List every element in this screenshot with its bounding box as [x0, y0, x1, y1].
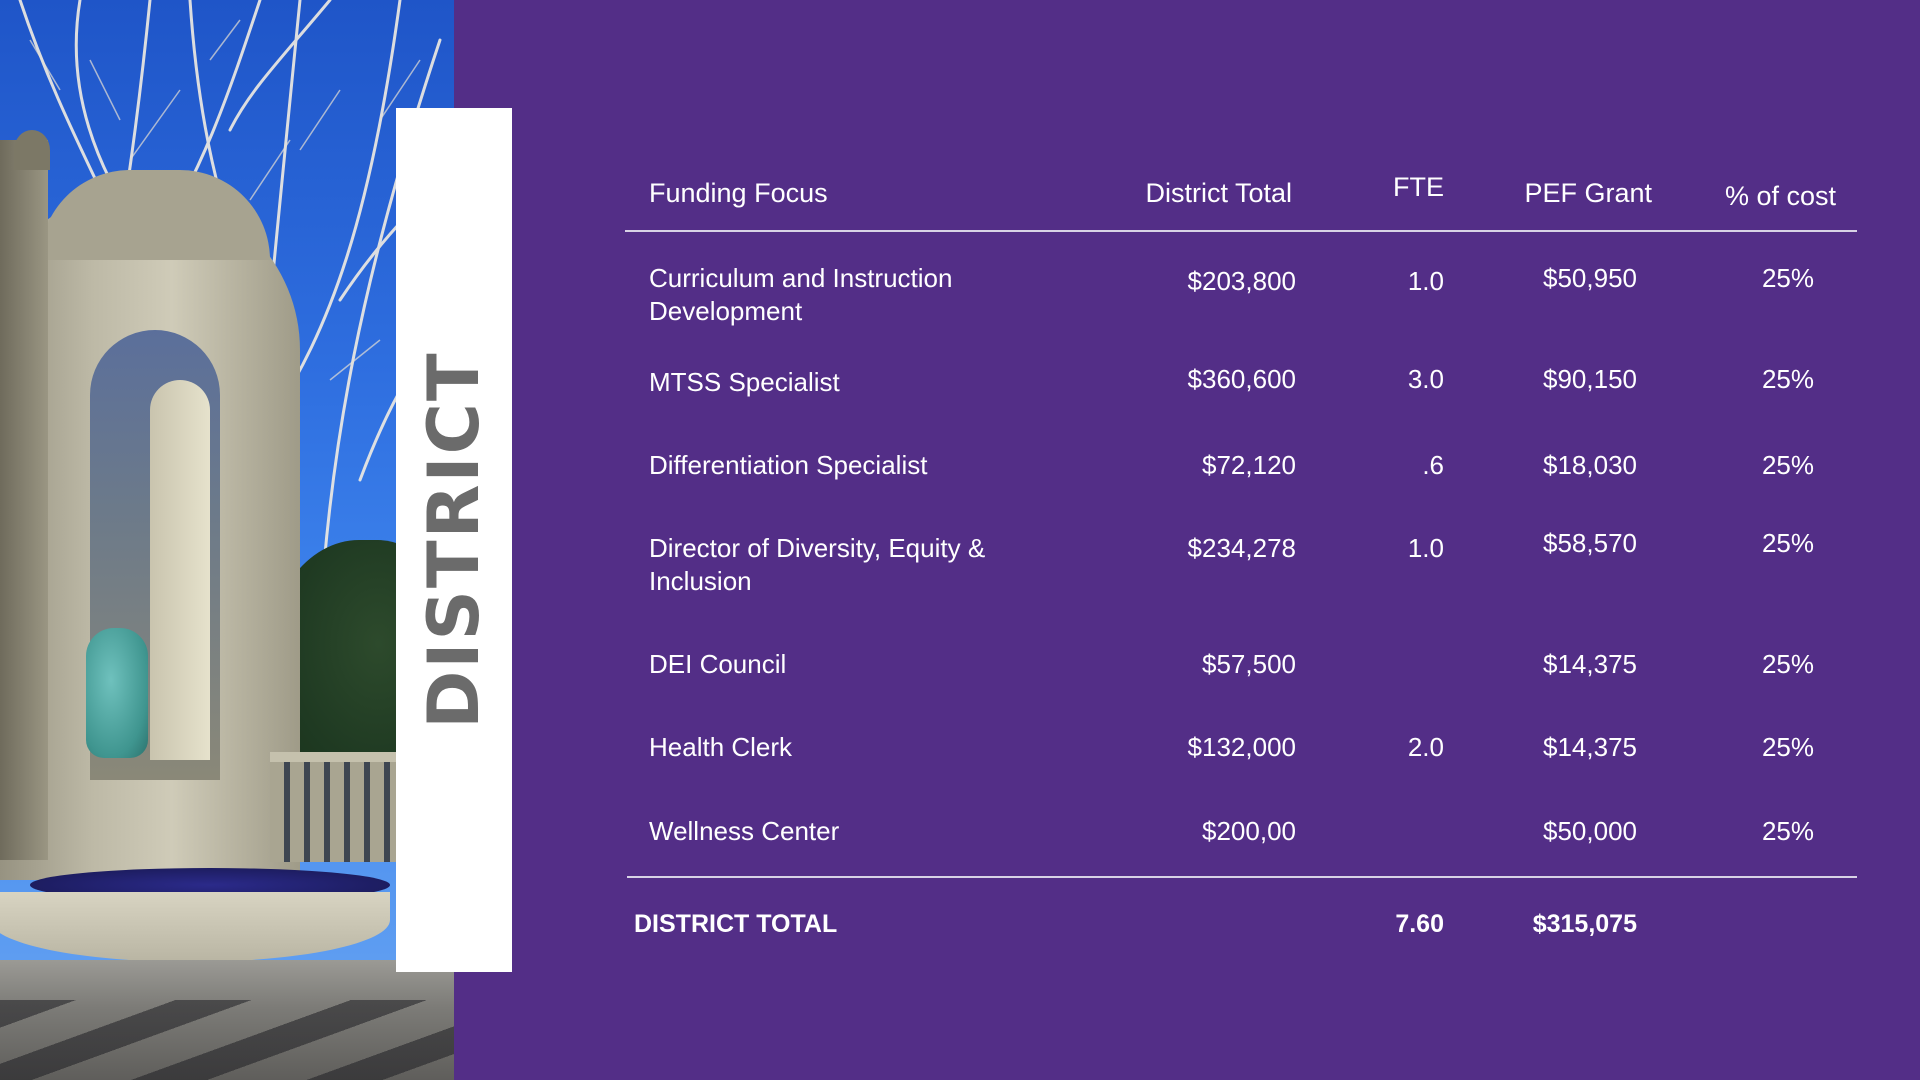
table-row-fte: .6	[1422, 450, 1444, 480]
table-row-pef-grant: $18,030	[1543, 450, 1637, 480]
stone-column	[0, 140, 48, 860]
fountain-arch-photo	[0, 0, 454, 1080]
table-row-district-total: $234,278	[1187, 533, 1296, 563]
district-label-panel: DISTRICT	[396, 108, 512, 972]
header-fte: FTE	[1393, 172, 1444, 202]
table-row-focus: Director of Diversity, Equity & Inclusio…	[649, 533, 986, 596]
header-pef-grant: PEF Grant	[1524, 178, 1652, 208]
table-row-pct-cost: 25%	[1761, 263, 1814, 293]
header-pct-cost: % of cost	[1724, 181, 1836, 211]
district-total-label: DISTRICT TOTAL	[634, 910, 838, 938]
table-row-district-total: $72,120	[1202, 450, 1296, 480]
table-row-focus: Wellness Center	[649, 816, 840, 846]
table-row-pct-cost: 25%	[1761, 649, 1814, 679]
table-row-fte: 1.0	[1407, 266, 1444, 296]
table-row-pct-cost: 25%	[1761, 450, 1814, 480]
table-row-fte: 3.0	[1407, 364, 1444, 394]
table-row-focus: MTSS Specialist	[649, 367, 840, 397]
table-row-pef-grant: $50,950	[1543, 263, 1637, 293]
table-row-district-total: $200,00	[1202, 816, 1296, 846]
table-row-pef-grant: $58,570	[1543, 528, 1637, 558]
table-row-pct-cost: 25%	[1761, 732, 1814, 762]
fountain-basin	[0, 892, 390, 962]
table-row-pct-cost: 25%	[1761, 816, 1814, 846]
table-row-pct-cost: 25%	[1761, 364, 1814, 394]
table-row-fte: 2.0	[1407, 732, 1444, 762]
table-row-pef-grant: $50,000	[1543, 816, 1637, 846]
table-row-fte: 1.0	[1407, 533, 1444, 563]
column-finial	[14, 130, 50, 170]
header-divider	[625, 230, 1857, 232]
table-row-district-total: $203,800	[1187, 266, 1296, 296]
table-row-district-total: $132,000	[1187, 732, 1296, 762]
table-row-district-total: $360,600	[1187, 364, 1296, 394]
table-row-pef-grant: $14,375	[1543, 732, 1637, 762]
tree-shadows	[0, 1000, 454, 1080]
table-row-focus: DEI Council	[649, 649, 787, 679]
table-row-pef-grant: $14,375	[1543, 649, 1637, 679]
table-row-focus: Differentiation Specialist	[649, 450, 928, 480]
arch-inner-panel	[150, 380, 210, 760]
table-row-district-total: $57,500	[1202, 649, 1296, 679]
table-row-pct-cost: 25%	[1761, 528, 1814, 558]
district-label-text: DISTRICT	[413, 351, 495, 729]
district-total-pef-grant: $315,075	[1532, 910, 1637, 938]
district-total-fte: 7.60	[1395, 910, 1444, 938]
table-row-pef-grant: $90,150	[1543, 364, 1637, 394]
total-divider	[627, 876, 1857, 878]
header-district-total: District Total	[1145, 178, 1292, 208]
table-row-focus: Health Clerk	[649, 732, 793, 762]
table-row-focus: Curriculum and Instruction Development	[649, 263, 953, 326]
header-funding-focus: Funding Focus	[649, 178, 828, 208]
turquoise-vase	[86, 628, 148, 758]
